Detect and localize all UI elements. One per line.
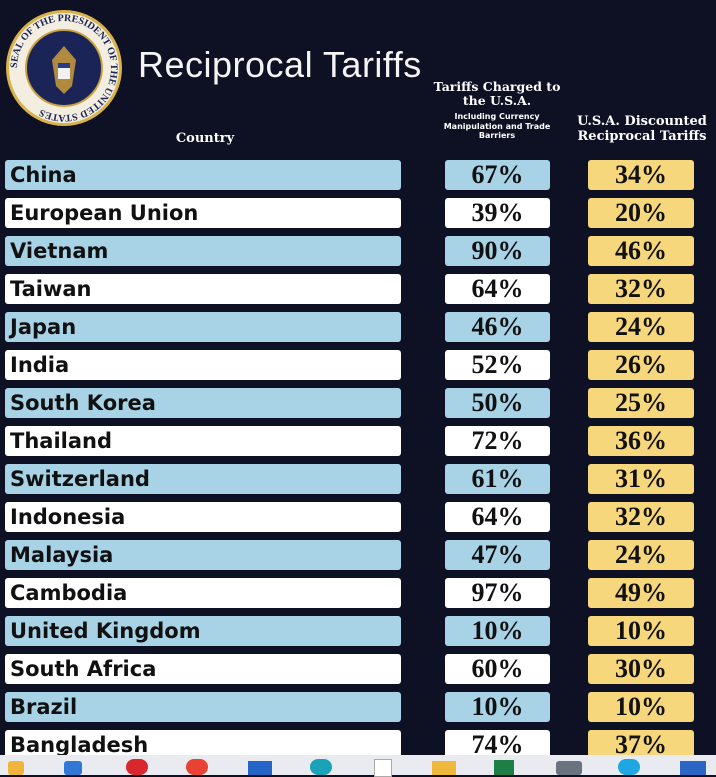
country-cell: Brazil bbox=[5, 692, 401, 722]
reciprocal-tariff-cell: 25% bbox=[588, 388, 694, 418]
reciprocal-tariff-cell: 20% bbox=[588, 198, 694, 228]
charged-tariff-cell: 10% bbox=[445, 692, 550, 722]
country-cell: Malaysia bbox=[5, 540, 401, 570]
country-cell: China bbox=[5, 160, 401, 190]
reciprocal-tariff-cell: 24% bbox=[588, 540, 694, 570]
charged-tariff-cell: 61% bbox=[445, 464, 550, 494]
charged-tariff-cell: 64% bbox=[445, 502, 550, 532]
charged-tariff-cell: 47% bbox=[445, 540, 550, 570]
taskbar-icon[interactable] bbox=[64, 761, 82, 775]
charged-tariff-cell: 10% bbox=[445, 616, 550, 646]
taskbar-icon[interactable] bbox=[374, 759, 392, 777]
charged-tariff-cell: 52% bbox=[445, 350, 550, 380]
taskbar-icon[interactable] bbox=[248, 761, 272, 775]
reciprocal-tariff-cell: 32% bbox=[588, 502, 694, 532]
taskbar-icon[interactable] bbox=[310, 759, 332, 775]
country-cell: Indonesia bbox=[5, 502, 401, 532]
charged-tariff-cell: 39% bbox=[445, 198, 550, 228]
reciprocal-tariff-cell: 30% bbox=[588, 654, 694, 684]
country-cell: Japan bbox=[5, 312, 401, 342]
country-cell: Taiwan bbox=[5, 274, 401, 304]
column-header: Tariffs Charged to the U.S.A. bbox=[433, 79, 561, 109]
charged-tariff-cell: 64% bbox=[445, 274, 550, 304]
column-header: U.S.A. Discounted Reciprocal Tariffs bbox=[577, 114, 707, 144]
country-cell: United Kingdom bbox=[5, 616, 401, 646]
reciprocal-tariff-cell: 24% bbox=[588, 312, 694, 342]
charged-tariff-cell: 50% bbox=[445, 388, 550, 418]
reciprocal-tariff-cell: 10% bbox=[588, 692, 694, 722]
seal: SEAL OF THE PRESIDENT OF THE UNITED STAT… bbox=[6, 10, 122, 126]
taskbar-icon[interactable] bbox=[680, 761, 706, 775]
column-subheader: Including Currency Manipulation and Trad… bbox=[443, 112, 551, 141]
country-cell: Thailand bbox=[5, 426, 401, 456]
country-cell: Cambodia bbox=[5, 578, 401, 608]
charged-tariff-cell: 46% bbox=[445, 312, 550, 342]
charged-tariff-cell: 72% bbox=[445, 426, 550, 456]
column-header: Country bbox=[175, 131, 235, 146]
charged-tariff-cell: 90% bbox=[445, 236, 550, 266]
country-cell: South Korea bbox=[5, 388, 401, 418]
reciprocal-tariff-cell: 49% bbox=[588, 578, 694, 608]
country-cell: Switzerland bbox=[5, 464, 401, 494]
taskbar-icon[interactable] bbox=[618, 759, 640, 775]
charged-tariff-cell: 60% bbox=[445, 654, 550, 684]
country-cell: South Africa bbox=[5, 654, 401, 684]
taskbar bbox=[0, 755, 716, 777]
taskbar-icon[interactable] bbox=[126, 759, 148, 775]
reciprocal-tariff-cell: 26% bbox=[588, 350, 694, 380]
charged-tariff-cell: 97% bbox=[445, 578, 550, 608]
reciprocal-tariff-cell: 46% bbox=[588, 236, 694, 266]
reciprocal-tariff-cell: 34% bbox=[588, 160, 694, 190]
taskbar-icon[interactable] bbox=[8, 761, 24, 775]
charged-tariff-cell: 67% bbox=[445, 160, 550, 190]
taskbar-icon[interactable] bbox=[432, 761, 456, 775]
country-cell: India bbox=[5, 350, 401, 380]
reciprocal-tariff-cell: 32% bbox=[588, 274, 694, 304]
seal-shield-top bbox=[58, 63, 70, 68]
reciprocal-tariff-cell: 36% bbox=[588, 426, 694, 456]
country-cell: European Union bbox=[5, 198, 401, 228]
taskbar-icon[interactable] bbox=[556, 761, 582, 775]
country-cell: Vietnam bbox=[5, 236, 401, 266]
taskbar-icon[interactable] bbox=[186, 759, 208, 775]
reciprocal-tariff-cell: 10% bbox=[588, 616, 694, 646]
title: Reciprocal Tariffs bbox=[138, 44, 422, 85]
reciprocal-tariff-cell: 31% bbox=[588, 464, 694, 494]
taskbar-icon[interactable] bbox=[494, 760, 514, 775]
